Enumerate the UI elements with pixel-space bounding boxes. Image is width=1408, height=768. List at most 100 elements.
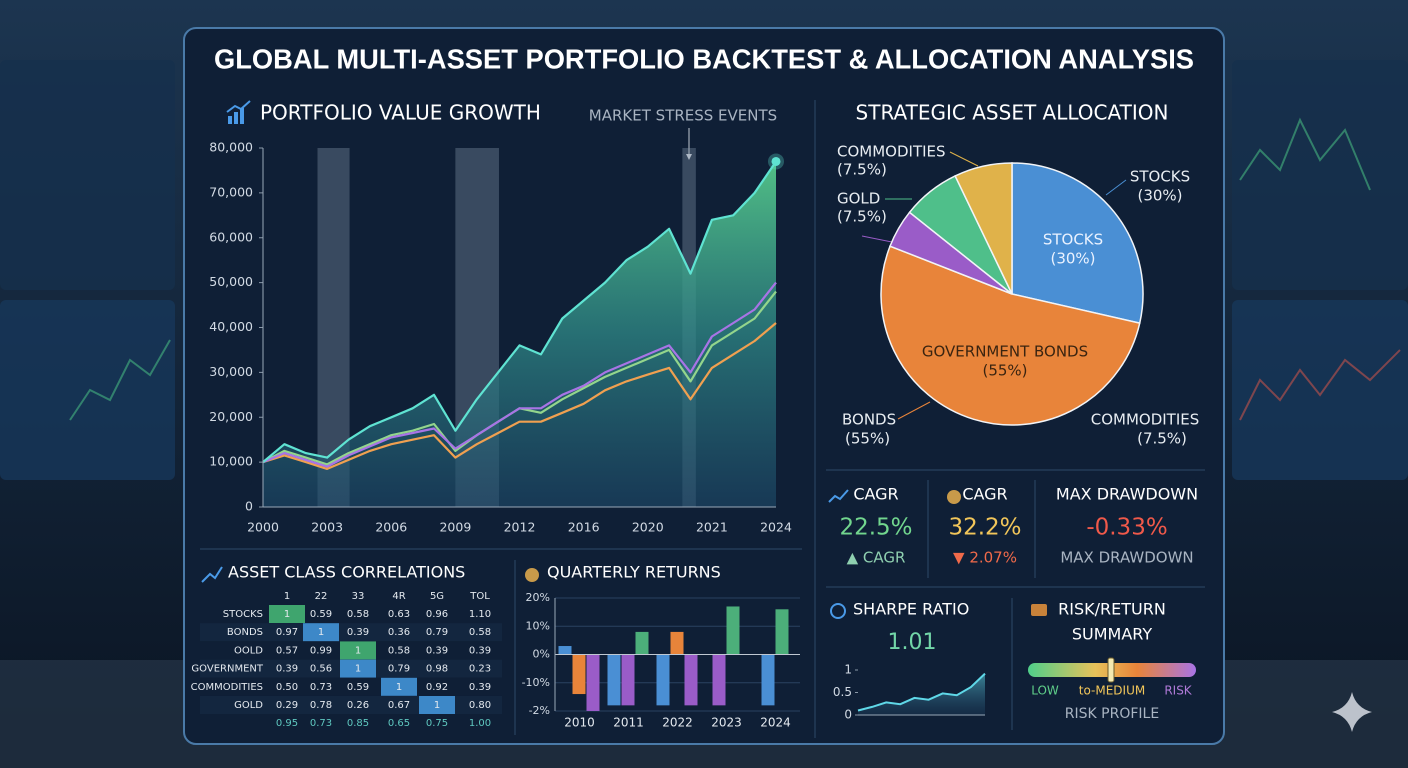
y-tick-label: 0%: [533, 648, 550, 661]
cell-value: 0.39: [347, 627, 369, 638]
y-tick-label: -10%: [522, 676, 550, 689]
bar: [670, 631, 684, 655]
cell-highlight: [381, 677, 417, 696]
cell-value: 1: [355, 664, 361, 675]
outer-label: BONDS: [842, 411, 896, 429]
y-tick-label: 70,000: [209, 184, 253, 199]
outer-value-label: (30%): [1137, 187, 1182, 205]
cell-value: 0.80: [469, 700, 491, 711]
cell-value: 0.58: [469, 627, 491, 638]
money-icon: [525, 568, 539, 582]
sharpe-value: 1.01: [888, 630, 937, 655]
bar: [712, 654, 726, 706]
chart-title: STRATEGIC ASSET ALLOCATION: [856, 101, 1169, 125]
risk-scale-label: to-MEDIUM: [1079, 684, 1145, 698]
column-header: 5G: [430, 591, 444, 602]
cell-highlight: [419, 696, 455, 714]
cell-value: 0.39: [426, 645, 448, 656]
bg-sparkline: [69, 339, 171, 421]
cell-value: 0.63: [388, 609, 410, 620]
pie-slice: [954, 162, 1013, 295]
bar: [656, 654, 670, 706]
x-tick-label: 2022: [662, 716, 693, 730]
cell-value: 0.98: [426, 664, 448, 675]
cell-value: 0.56: [310, 664, 332, 675]
cell-highlight: [340, 641, 376, 660]
y-tick-label: 0: [245, 499, 253, 514]
x-tick-label: 2024: [760, 716, 791, 730]
cell-value: 0.39: [469, 645, 491, 656]
bar: [726, 606, 740, 655]
y-tick-label: 80,000: [209, 140, 253, 155]
row-label: BONDS: [227, 627, 263, 638]
bar: [761, 654, 775, 706]
x-tick-label: 2023: [711, 716, 742, 730]
bar: [635, 631, 649, 655]
leader-line: [861, 235, 893, 243]
kpi-value: -0.33%: [1086, 515, 1167, 541]
cell-value: 0.79: [426, 627, 448, 638]
row-label: STOCKS: [223, 609, 263, 620]
cell-value: 1: [434, 700, 440, 711]
area: [858, 673, 985, 715]
slice-value-label: (55%): [982, 362, 1027, 380]
cell-value: 0.39: [276, 664, 298, 675]
y-tick-label: 10,000: [209, 454, 253, 469]
pie-slice: [880, 245, 1141, 426]
x-tick-label: 2024: [760, 520, 792, 535]
slice-value-label: (30%): [1050, 250, 1095, 268]
cell-value: 0.29: [276, 700, 298, 711]
cell-value: 0.99: [310, 645, 332, 656]
sharpe-icon: [830, 603, 846, 619]
cell-value: 1: [355, 645, 361, 656]
cell-value: 0.67: [388, 700, 410, 711]
y-tick-label: 10%: [526, 619, 550, 632]
x-tick-label: 2021: [696, 520, 728, 535]
y-tick-label: 50,000: [209, 274, 253, 289]
kpi-sub: MAX DRAWDOWN: [1060, 549, 1193, 567]
cell-value: 0.59: [310, 609, 332, 620]
bar: [607, 654, 621, 706]
cell-value: 0.78: [310, 700, 332, 711]
cell-value: 1: [396, 682, 402, 693]
row-label: COMMODITIES: [191, 682, 263, 693]
x-tick-label: 2010: [564, 716, 595, 730]
x-tick-label: 2020: [632, 520, 664, 535]
cell-value: 0.50: [276, 682, 298, 693]
outer-value-label: (7.5%): [1137, 430, 1187, 448]
footer-value: 0.65: [388, 718, 410, 729]
money-icon: [947, 490, 961, 504]
risk-title: RISK/RETURN: [1058, 600, 1166, 619]
kpi-sub: ▲ CAGR: [847, 549, 906, 567]
footer-value: 0.73: [310, 718, 332, 729]
cell-value: 0.59: [347, 682, 369, 693]
footer-value: 0.75: [426, 718, 448, 729]
row-label: GOLD: [234, 700, 263, 711]
column-header: 1: [284, 591, 290, 602]
x-tick-label: 2003: [311, 520, 343, 535]
row-band: [200, 677, 502, 696]
cell-value: 0.58: [347, 609, 369, 620]
kpi-title: CAGR: [962, 485, 1007, 504]
row-label: GOVERNMENT: [191, 664, 263, 675]
dashboard-title: GLOBAL MULTI-ASSET PORTFOLIO BACKTEST & …: [214, 43, 1194, 74]
leader-line: [897, 401, 931, 420]
cagr-icon: [828, 489, 849, 503]
series-line: [857, 672, 986, 712]
y-tick-label: 20,000: [209, 409, 253, 424]
briefcase-icon: [1031, 604, 1047, 616]
bg-sparkline: [1239, 117, 1371, 191]
y-tick-label: 20%: [526, 591, 550, 604]
sparkle-icon: [1332, 692, 1372, 732]
footer-value: 0.85: [347, 718, 369, 729]
x-tick-label: 2016: [568, 520, 600, 535]
cell-value: 0.79: [388, 664, 410, 675]
risk-title: SUMMARY: [1072, 625, 1153, 644]
leader-line: [1105, 179, 1127, 196]
bg-sparkline: [1239, 349, 1401, 421]
cell-value: 0.96: [426, 609, 448, 620]
kpi-title: CAGR: [853, 485, 898, 504]
cell-value: 0.58: [388, 645, 410, 656]
x-tick-label: 2000: [247, 520, 279, 535]
x-tick-label: 2006: [375, 520, 407, 535]
